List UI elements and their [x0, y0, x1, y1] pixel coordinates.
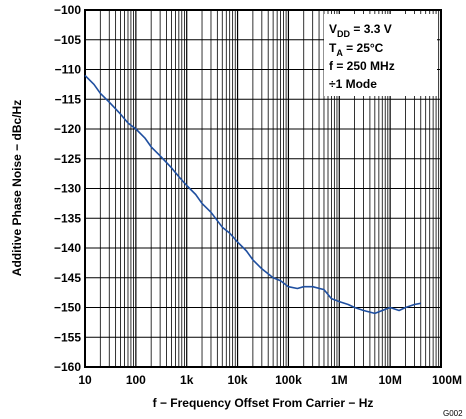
y-tick-label: −150: [54, 301, 81, 315]
x-axis-title: f − Frequency Offset From Carrier − Hz: [153, 396, 374, 410]
legend-background: [324, 14, 437, 96]
y-axis-title: Additive Phase Noise − dBc/Hz: [10, 100, 24, 276]
y-tick-label: −135: [54, 211, 81, 225]
x-tick-label: 100M: [432, 373, 462, 387]
y-tick-label: −105: [54, 33, 81, 47]
y-tick-label: −110: [55, 63, 82, 77]
x-tick-labels: 10 100 1k 10k 100k 1M 10M 100M: [78, 373, 462, 387]
y-tick-label: −115: [55, 92, 82, 106]
y-tick-labels: −100 −105 −110 −115 −120 −125 −130 −135 −140 −145…: [54, 3, 81, 374]
x-tick-label: 1k: [180, 373, 194, 387]
legend-line-1: VDD = 3.3 V: [329, 22, 392, 39]
conditions-legend: VDD = 3.3 V TA = 25°C f = 250 MHz ÷1 Mod…: [324, 14, 437, 96]
y-tick-label: −155: [54, 330, 81, 344]
x-tick-label: 10M: [378, 373, 401, 387]
y-tick-label: −120: [54, 122, 81, 136]
x-tick-label: 1M: [331, 373, 348, 387]
x-tick-label: 100k: [275, 373, 302, 387]
y-tick-label: −100: [54, 3, 81, 17]
y-tick-label: −145: [54, 271, 81, 285]
figure-id: G002: [443, 409, 463, 418]
phase-noise-line: [84, 74, 421, 315]
legend-line-2: TA = 25°C: [329, 41, 384, 58]
y-tick-label: −140: [54, 241, 81, 255]
x-tick-label: 100: [126, 373, 146, 387]
y-tick-label: −125: [54, 152, 81, 166]
plot-frame: [84, 9, 442, 368]
series-layer: [84, 74, 421, 315]
legend-line-3: f = 250 MHz: [329, 59, 395, 73]
x-tick-label: 10: [78, 373, 92, 387]
legend-line-4: ÷1 Mode: [329, 77, 377, 91]
x-tick-label: 10k: [228, 373, 248, 387]
y-tick-label: −160: [54, 360, 81, 374]
y-tick-label: −130: [54, 182, 81, 196]
